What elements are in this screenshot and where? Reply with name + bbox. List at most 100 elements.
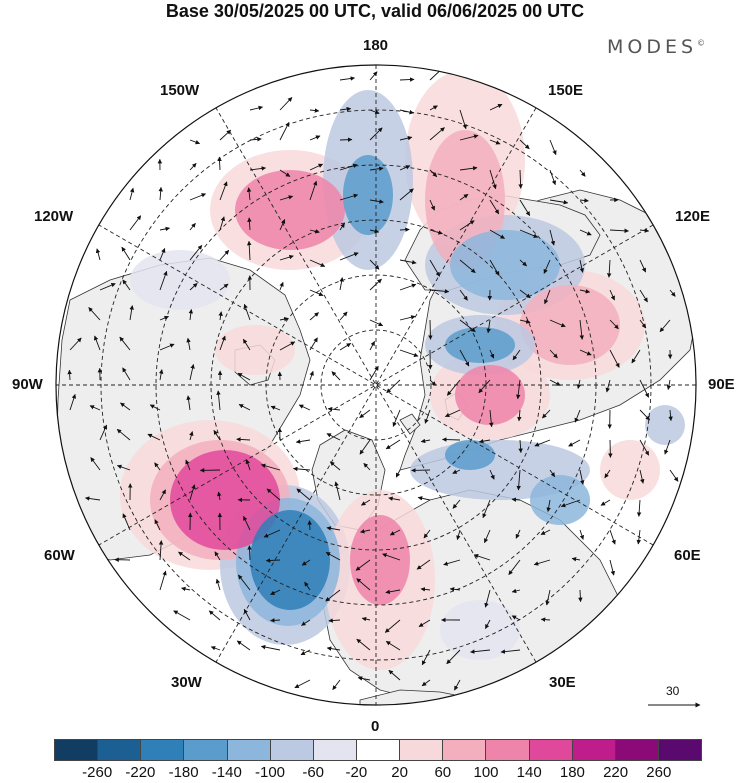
wind-vector [339,277,344,291]
wind-vector [459,220,475,231]
wind-vector [609,529,616,545]
colorbar-segment [141,739,185,761]
wind-vector [189,484,196,501]
wind-vector [147,433,161,441]
wind-vector [189,364,195,381]
wind-vector [309,312,319,321]
wind-vector [600,499,611,506]
wind-vector [484,619,491,629]
anomaly-contour [350,515,410,605]
wind-vector [359,439,371,455]
wind-vector [489,103,503,111]
wind-vector [329,461,341,471]
colorbar-tick-label: -180 [168,764,199,781]
wind-vector [181,586,191,592]
colorbar-segment [54,739,99,761]
wind-vector [356,638,371,651]
lon-label-150w: 150W [160,82,200,99]
wind-vector [69,337,82,351]
anomaly-contour [450,230,560,300]
wind-vector [159,343,175,351]
colorbar-tick-label: 260 [646,764,672,781]
colorbar-labels: -260 -220 -180 -140 -100 -60 -20 20 60 100 140 180 2… [0,764,750,782]
wind-vector [452,499,461,509]
wind-vector [456,529,461,541]
wind-vector [189,244,203,261]
wind-vector [355,559,371,571]
wind-vector [326,433,341,441]
wind-vector [189,222,196,231]
wind-vector [424,409,431,424]
wind-vector [459,259,476,274]
wind-vector [576,379,582,389]
wind-vector [67,369,72,381]
wind-vector [219,283,229,291]
wind-vector [484,589,491,608]
anomaly-contour [455,365,525,425]
wind-vector [511,497,521,502]
wind-vector [158,186,163,201]
wind-vector [361,616,371,622]
colorbar-segment [486,739,530,761]
anomaly-contour [235,170,345,250]
wind-vector [666,379,672,390]
wind-vector [122,513,131,531]
wind-vector [116,464,131,471]
wind-vector [154,519,161,531]
wind-vector [279,219,286,231]
wind-vector [454,679,461,691]
wind-vector [307,520,312,531]
wind-vector [189,282,198,291]
colorbar-tick-label: -220 [125,764,156,781]
wind-vector [189,431,194,441]
wind-vector [304,581,311,591]
wind-vector [392,409,401,427]
wind-vector [512,349,521,361]
wind-vector [386,379,401,394]
wind-vector [93,335,101,351]
wind-vector [516,469,521,491]
wind-vector [579,469,585,485]
wind-vector [326,526,341,531]
wind-vector [356,578,371,591]
wind-vector [545,589,551,606]
wind-vector [489,229,505,239]
colorbar-segment [529,739,573,761]
wind-vector [639,289,648,303]
wind-vector [332,679,341,691]
wind-vector [300,649,311,656]
anomaly-contour [250,510,330,610]
wind-vector [446,649,461,665]
wind-vector [339,137,353,142]
wind-vector [470,649,491,654]
colorbar-tick-label: 60 [434,764,452,781]
wind-vector [639,439,650,456]
wind-vector [459,193,469,201]
colorbar-tick-label: 220 [603,764,629,781]
lon-label-0: 0 [371,718,380,735]
wind-vector [399,188,414,201]
wind-vector [571,557,581,562]
wind-vector [669,289,676,297]
wind-vector [120,402,131,411]
wind-vector [639,409,651,421]
wind-vector [604,469,611,479]
wind-vector [294,679,311,689]
wind-vectors [67,67,679,691]
wind-vector [270,618,281,623]
wind-vector [478,438,491,444]
wind-vector [237,372,251,381]
wind-vector [178,551,191,561]
wind-vector [369,109,380,115]
wind-vector [449,587,461,592]
wind-vector [219,216,226,231]
wind-vector [549,169,557,186]
modes-logo: MODES© [607,36,705,58]
wind-vector [478,379,491,394]
wind-vector [385,589,401,595]
wind-vector [242,338,251,351]
wind-vector [369,365,379,381]
colorbar-tick-label: 100 [473,764,499,781]
colorbar-tick-label: -60 [302,764,325,781]
colorbar [54,739,703,761]
